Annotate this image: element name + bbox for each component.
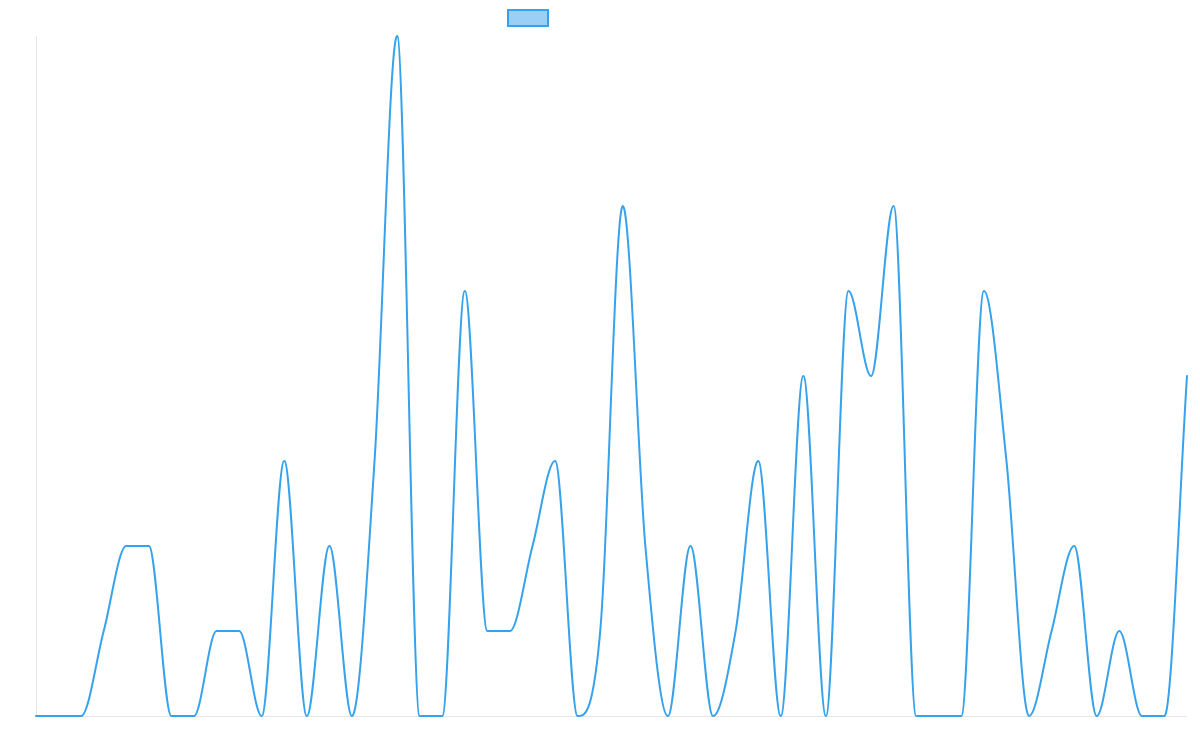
- series-layer: [35, 35, 1188, 717]
- axes: [36, 36, 1187, 717]
- legend[interactable]: [507, 9, 549, 27]
- series-line-0: [35, 35, 1188, 717]
- legend-swatch-0[interactable]: [507, 9, 549, 27]
